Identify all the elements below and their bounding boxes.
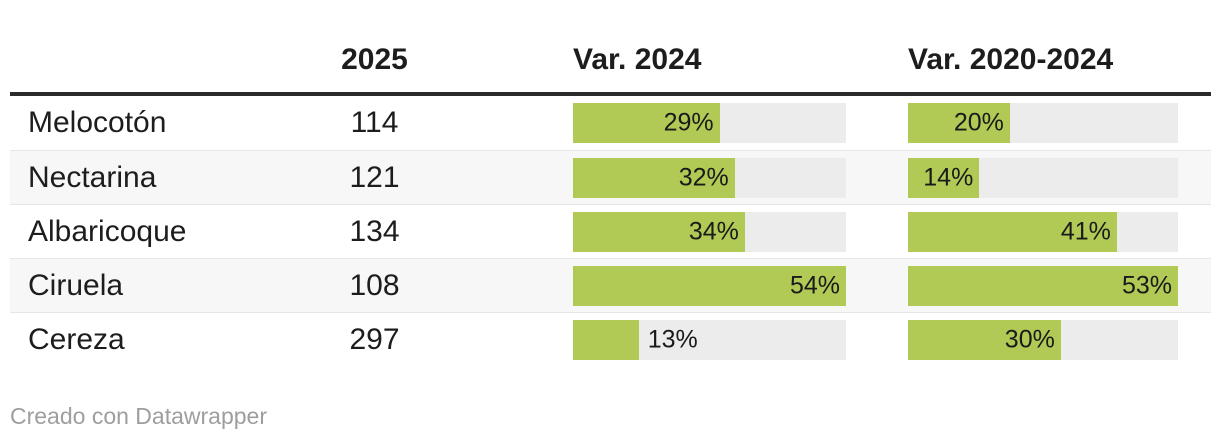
value-2025-cell: 297	[349, 322, 400, 356]
bar-fill	[908, 157, 980, 198]
bar-fill	[573, 157, 735, 198]
bar-track-var-2020-2024: 14%	[908, 157, 1178, 198]
bar-table-chart: 2025 Var. 2024 Var. 2020-2024 Melocotón …	[10, 0, 1211, 430]
bar-fill	[908, 211, 1117, 252]
bar-fill	[573, 211, 745, 252]
bar-fill	[908, 319, 1061, 360]
bar-track-var-2020-2024: 20%	[908, 103, 1178, 143]
bar-value-label: 30%	[1004, 325, 1055, 353]
bar-value-label: 20%	[953, 108, 1004, 137]
row-label: Melocotón	[28, 106, 167, 139]
value-2025-cell: 134	[349, 214, 400, 248]
row-label: Albaricoque	[28, 214, 187, 248]
value-2025-cell: 114	[350, 106, 399, 139]
chart-footer: Creado con Datawrapper	[10, 403, 1211, 430]
table-row-melocoton: Melocotón 114 29% 20%	[10, 96, 1211, 150]
bar-fill	[908, 103, 1010, 143]
bar-track-var-2024: 34%	[573, 211, 846, 252]
bar-value-label: 14%	[923, 163, 974, 191]
row-label: Ciruela	[28, 268, 124, 302]
column-header-var-2024: Var. 2024	[573, 43, 702, 76]
value-2025-cell: 108	[349, 268, 400, 302]
table-row-albaricoque: Albaricoque 134 34% 41%	[10, 204, 1211, 258]
table-row-ciruela: Ciruela 108 54% 53%	[10, 258, 1211, 312]
bar-track-var-2020-2024: 30%	[908, 319, 1178, 360]
row-label: Nectarina	[28, 160, 157, 194]
bar-value-label: 32%	[678, 163, 729, 191]
bar-fill	[573, 103, 720, 143]
bar-value-label: 13%	[647, 325, 698, 353]
row-label: Cereza	[28, 322, 125, 356]
table-row-nectarina: Nectarina 121 32% 14%	[10, 150, 1211, 204]
value-2025-cell: 121	[349, 160, 400, 194]
table-body: Melocotón 114 29% 20% Nectarina 121 32% …	[10, 96, 1211, 366]
bar-value-label: 53%	[1121, 271, 1172, 299]
bar-track-var-2020-2024: 41%	[908, 211, 1178, 252]
column-header-2025: 2025	[341, 43, 408, 76]
bar-fill	[908, 265, 1178, 306]
table-row-cereza: Cereza 297 13% 30%	[10, 312, 1211, 366]
bar-track-var-2020-2024: 53%	[908, 265, 1178, 306]
bar-track-var-2024: 32%	[573, 157, 846, 198]
datawrapper-credit-link[interactable]: Creado con Datawrapper	[10, 403, 267, 429]
bar-fill	[573, 319, 639, 360]
bar-fill	[573, 265, 846, 306]
bar-value-label: 54%	[789, 271, 840, 299]
bar-track-var-2024: 54%	[573, 265, 846, 306]
bar-track-var-2024: 29%	[573, 103, 846, 143]
bar-value-label: 41%	[1060, 217, 1111, 245]
bar-track-var-2024: 13%	[573, 319, 846, 360]
bar-value-label: 29%	[663, 108, 714, 137]
table-header-row: 2025 Var. 2024 Var. 2020-2024	[10, 0, 1211, 96]
bar-value-label: 34%	[688, 217, 739, 245]
column-header-var-2020-2024: Var. 2020-2024	[908, 43, 1114, 76]
